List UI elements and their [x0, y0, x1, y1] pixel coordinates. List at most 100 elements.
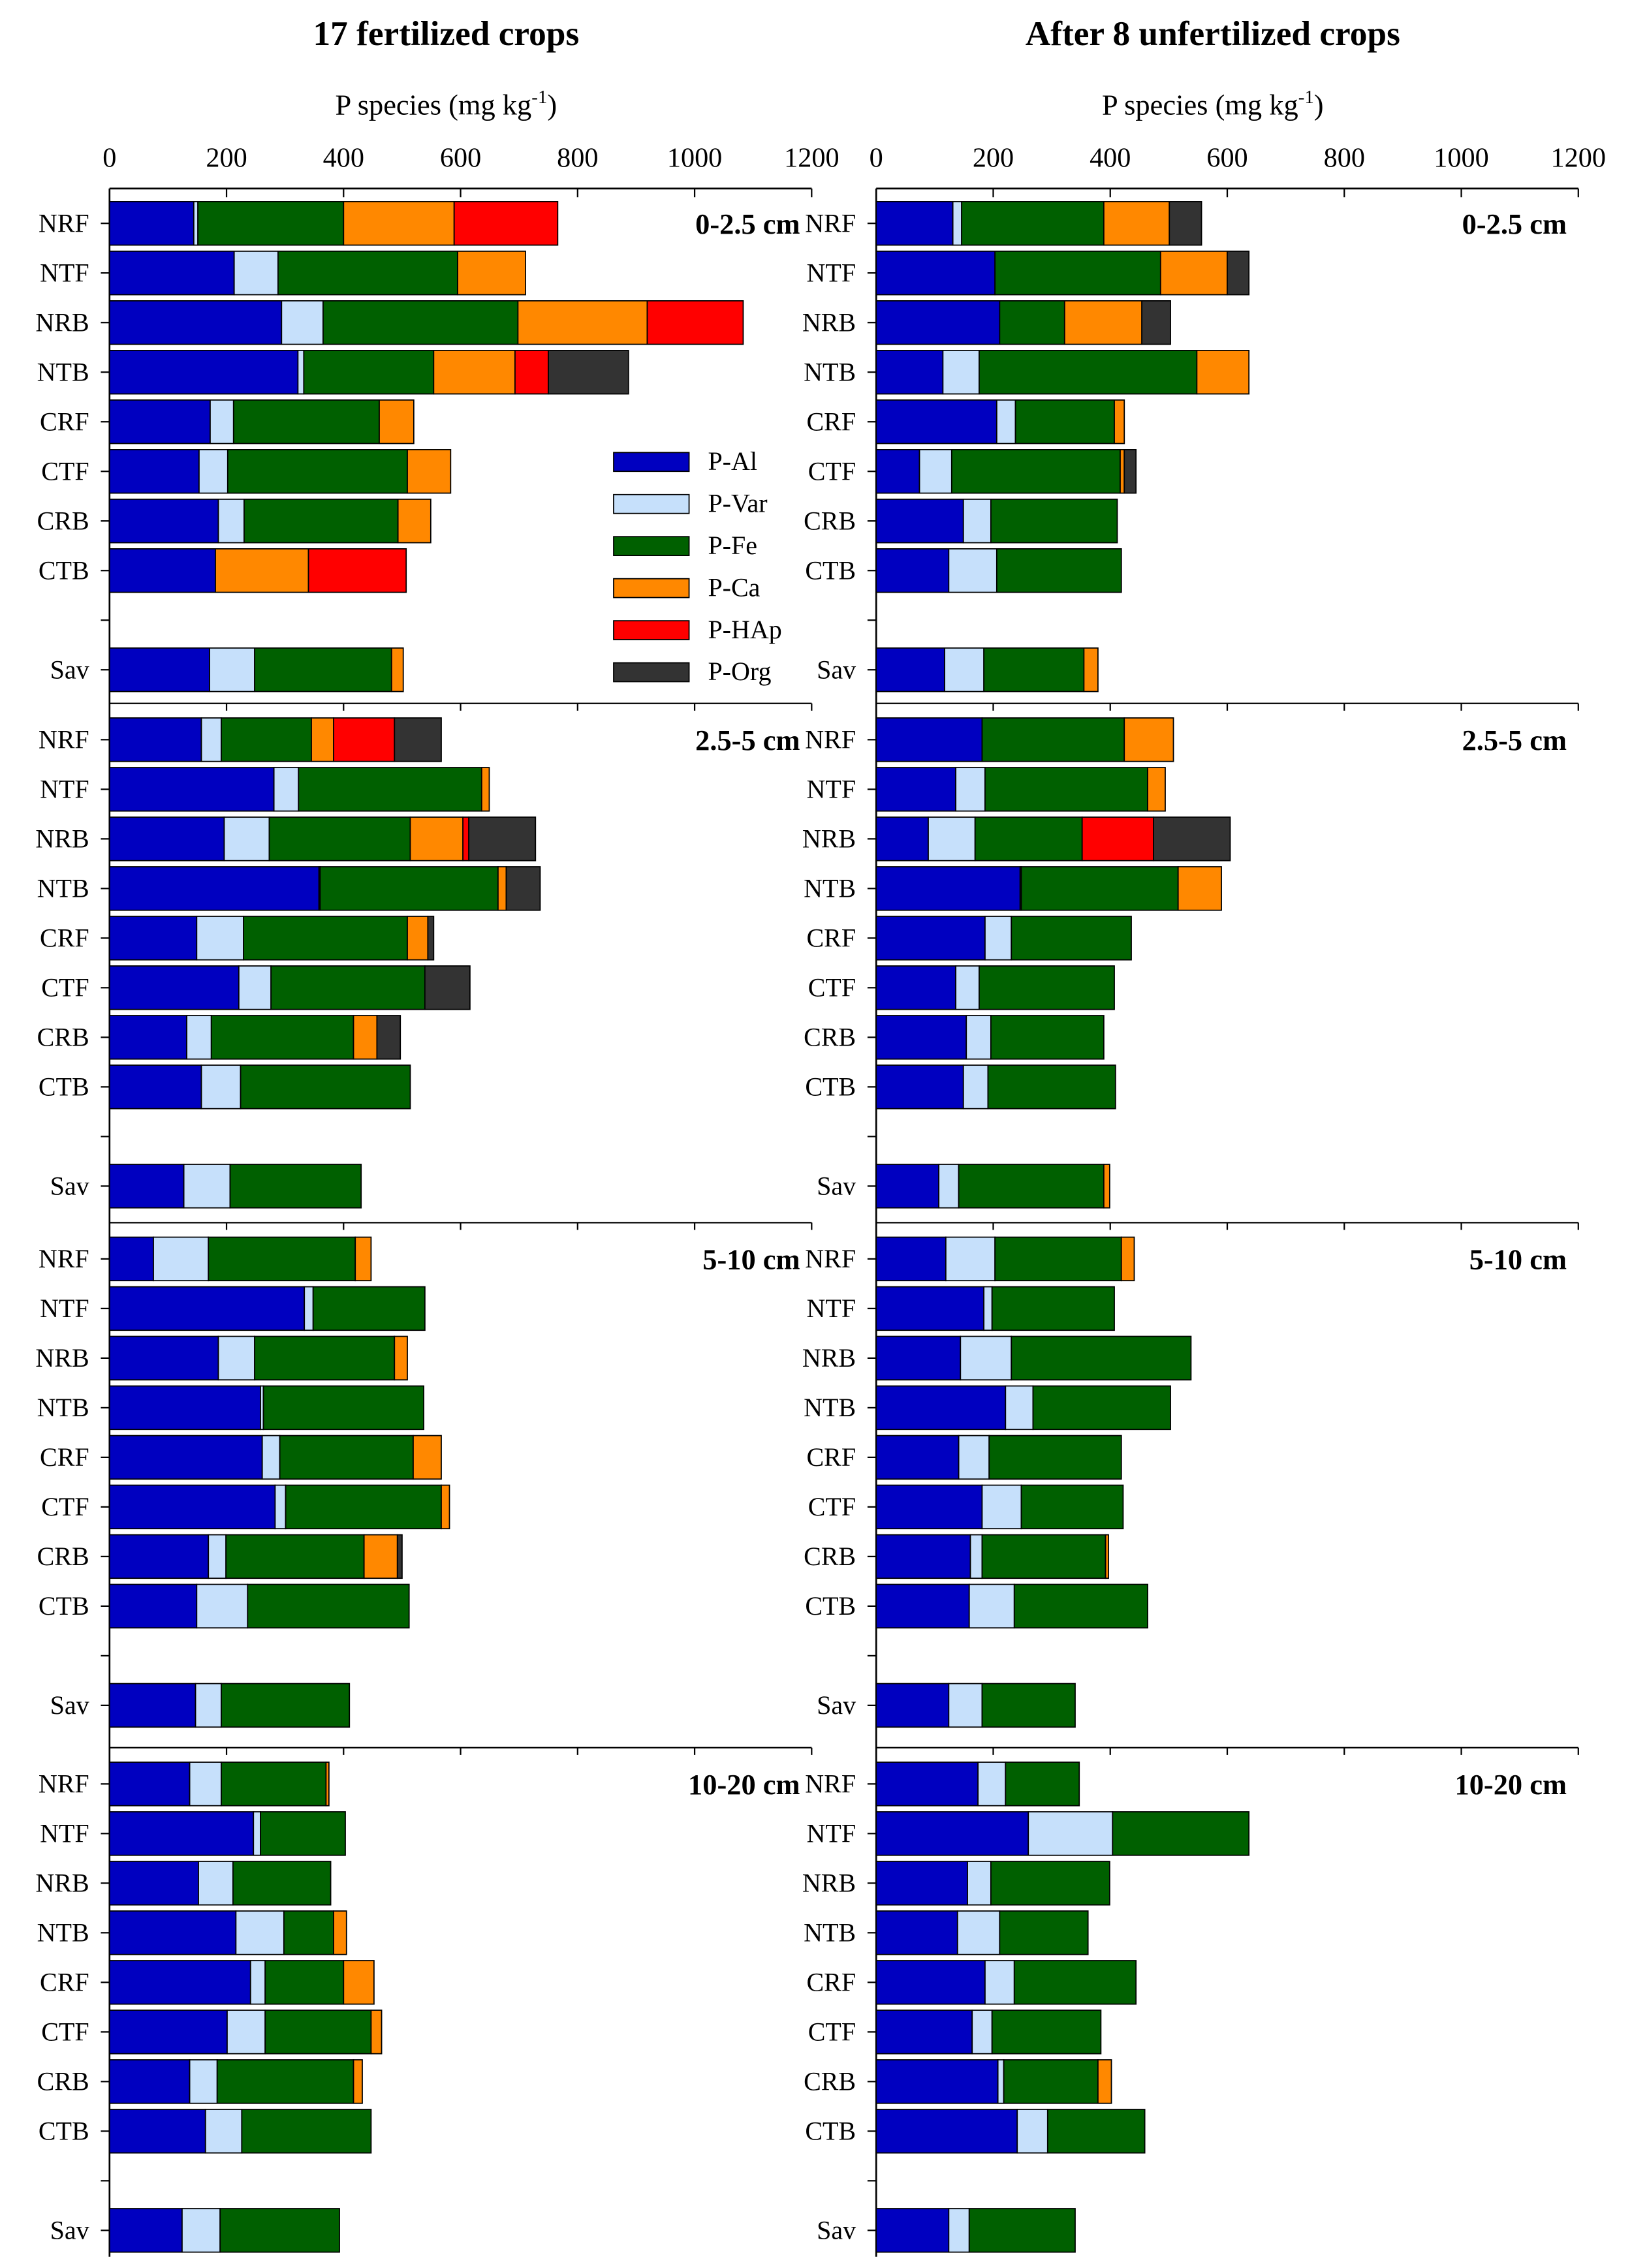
bar-segment-p-ca — [1120, 449, 1125, 494]
y-tick-label: NTB — [804, 1918, 856, 1948]
bar-segment-p-org — [1141, 300, 1171, 345]
bar-segment-p-ca — [390, 647, 404, 692]
bar-segment-p-fe — [990, 1861, 1110, 1906]
legend-swatch — [613, 578, 690, 598]
bar-segment-p-fe — [1112, 1811, 1250, 1856]
bar-segment-p-fe — [247, 1583, 410, 1629]
bar-segment-p-fe — [277, 250, 458, 296]
y-tick-label: NTB — [804, 1393, 856, 1422]
bar-segment-p-var — [948, 548, 997, 593]
bar-segment-p-al — [108, 449, 200, 494]
bar-segment-p-ca — [1063, 300, 1143, 345]
bar-segment-p-fe — [322, 300, 519, 345]
bar-segment-p-ca — [343, 201, 455, 246]
bar-segment-p-fe — [208, 1236, 356, 1282]
bar-segment-p-fe — [1046, 2109, 1146, 2154]
bar-segment-p-al — [875, 1910, 958, 1955]
y-tick-label: NTB — [37, 1393, 89, 1422]
bar-segment-p-var — [1016, 2109, 1048, 2154]
bar-segment-p-org — [394, 717, 442, 762]
bar-segment-p-org — [1227, 250, 1250, 296]
y-tick-label: NTF — [40, 1819, 89, 1848]
bar-segment-p-ca — [333, 1910, 347, 1955]
y-tick-label: Sav — [817, 1172, 856, 1201]
bar-segment-p-var — [962, 1064, 989, 1110]
bar-segment-p-fe — [994, 1236, 1122, 1282]
bar-segment-p-al — [108, 1435, 263, 1480]
depth-label: 0-2.5 cm — [695, 208, 800, 240]
bar-segment-p-fe — [197, 201, 345, 246]
bar-segment-p-fe — [983, 647, 1085, 692]
y-tick-label: CTB — [805, 1072, 856, 1102]
bar-segment-p-al — [108, 2059, 191, 2104]
bar-segment-p-hap — [333, 717, 396, 762]
bar-segment-p-al — [108, 717, 202, 762]
y-tick-label: NRF — [39, 209, 89, 238]
bar-segment-p-ca — [1097, 2059, 1112, 2104]
y-tick-label: NRB — [35, 1343, 89, 1373]
bar-segment-p-fe — [968, 2208, 1076, 2253]
bar-segment-p-ca — [379, 399, 415, 444]
bar-segment-p-fe — [1014, 399, 1115, 444]
bar-segment-p-al — [108, 300, 283, 345]
bar-segment-p-al — [875, 816, 929, 862]
bar-segment-p-org — [1153, 816, 1231, 862]
bar-segment-p-fe — [950, 449, 1121, 494]
bar-segment-p-al — [108, 1762, 191, 1807]
bar-segment-p-al — [875, 1484, 983, 1530]
bar-segment-p-var — [955, 965, 980, 1010]
bar-segment-p-al — [875, 647, 945, 692]
bar-segment-p-al — [108, 1015, 187, 1060]
bar-segment-p-al — [108, 1910, 237, 1955]
y-tick-label: CRF — [807, 924, 856, 953]
y-tick-label: CRB — [37, 1023, 89, 1052]
bar-segment-p-fe — [961, 201, 1105, 246]
y-tick-label: CRF — [807, 1442, 856, 1472]
y-tick-label: NRB — [802, 824, 856, 854]
bar-segment-p-ca — [353, 1015, 378, 1060]
bar-segment-p-al — [875, 1762, 979, 1807]
x-tick-label: 0 — [870, 143, 883, 174]
bar-segment-p-var — [274, 1484, 287, 1530]
bar-segment-p-var — [983, 1286, 993, 1331]
y-tick-label: Sav — [817, 1690, 856, 1720]
bar-segment-p-fe — [991, 1286, 1115, 1331]
y-tick-label: NRF — [805, 1769, 856, 1799]
y-tick-label: NTF — [807, 1819, 856, 1848]
bar-segment-p-fe — [1011, 1335, 1192, 1381]
bar-segment-p-al — [875, 916, 986, 961]
bar-segment-p-al — [108, 916, 198, 961]
bar-segment-p-fe — [227, 449, 408, 494]
bar-segment-p-fe — [1013, 1960, 1137, 2005]
bar-segment-p-fe — [264, 1960, 345, 2005]
bar-segment-p-al — [108, 399, 211, 444]
bar-segment-p-fe — [268, 816, 411, 862]
bar-segment-p-al — [875, 1286, 985, 1331]
y-tick-label: Sav — [50, 655, 89, 685]
bar-segment-p-fe — [987, 1064, 1116, 1110]
bar-segment-p-var — [952, 201, 962, 246]
bar-segment-p-ca — [343, 1960, 375, 2005]
bar-segment-p-var — [965, 1015, 992, 1060]
bar-segment-p-var — [217, 499, 245, 544]
y-tick-label: CTB — [805, 2117, 856, 2146]
bar-segment-p-al — [108, 2010, 228, 2055]
x-tick-label: 200 — [206, 143, 247, 174]
bar-segment-p-ca — [1114, 399, 1125, 444]
y-tick-label: NTF — [807, 775, 856, 804]
bar-segment-p-fe — [219, 2208, 340, 2253]
bar-segment-p-fe — [260, 1811, 346, 1856]
bar-segment-p-al — [875, 449, 920, 494]
bar-segment-p-al — [875, 499, 964, 544]
bar-segment-p-var — [198, 1861, 234, 1906]
bar-segment-p-var — [210, 399, 234, 444]
y-tick-label: NRF — [39, 1769, 89, 1799]
bar-segment-p-al — [875, 250, 996, 296]
bar-segment-p-al — [875, 2208, 950, 2253]
bar-segment-p-fe — [243, 916, 408, 961]
bar-segment-p-var — [984, 916, 1012, 961]
bar-segment-p-org — [427, 916, 435, 961]
legend-swatch — [613, 493, 690, 514]
bar-segment-p-al — [108, 866, 320, 911]
bar-segment-p-fe — [979, 350, 1198, 395]
